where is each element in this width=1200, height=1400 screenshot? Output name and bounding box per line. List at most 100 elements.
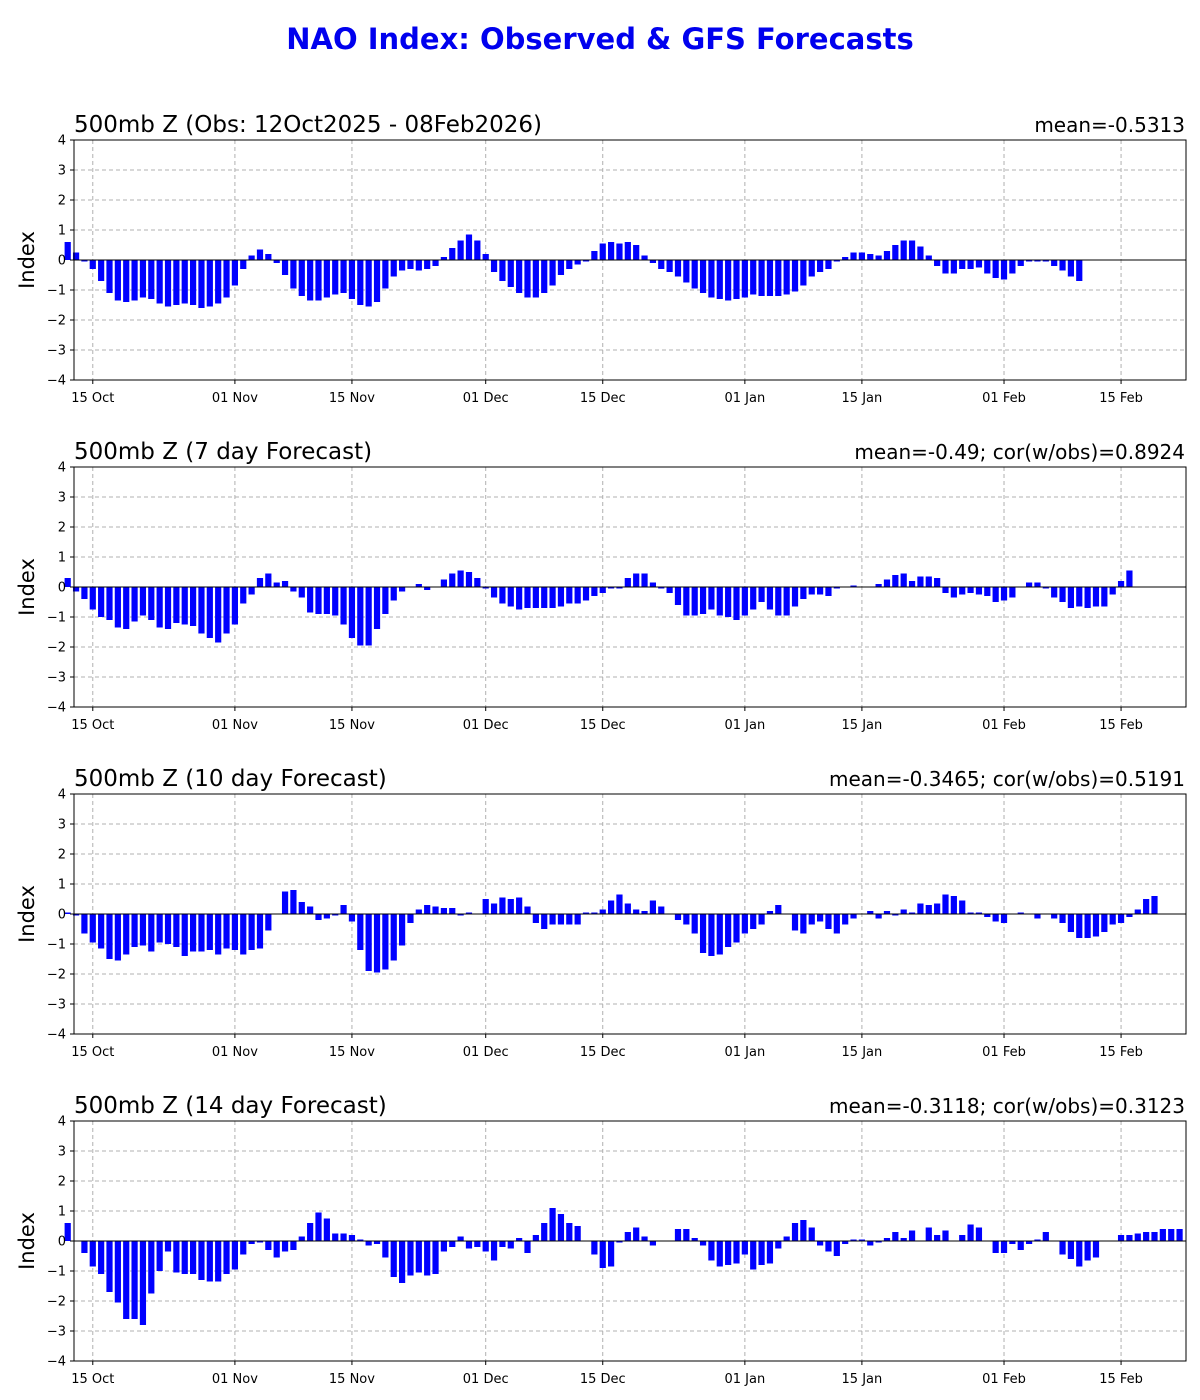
- bar: [758, 587, 765, 602]
- bar: [691, 260, 698, 289]
- bar: [457, 570, 464, 587]
- bar: [1117, 914, 1125, 923]
- bar: [833, 914, 840, 934]
- bar: [64, 578, 71, 587]
- bar: [750, 914, 757, 929]
- bar: [131, 1241, 138, 1319]
- bar: [123, 587, 130, 629]
- y-tick-label: 2: [58, 848, 66, 863]
- bar: [699, 1241, 707, 1246]
- y-tick-label: 4: [58, 134, 66, 149]
- y-tick-label: 3: [58, 491, 66, 506]
- bar: [825, 914, 832, 929]
- chart-7day-forecast: −4 −3 −2 −1 0 1 2 3 4 15 Oct 01 Nov 15 Nov 01 Dec 15 …: [15, 439, 1187, 733]
- bar: [800, 587, 807, 599]
- bar: [791, 914, 799, 931]
- y-tick-label: 3: [58, 818, 66, 833]
- bar: [1000, 587, 1008, 601]
- bar: [557, 587, 565, 607]
- bar: [608, 1241, 615, 1267]
- bar: [624, 242, 631, 260]
- bar: [775, 1241, 782, 1249]
- bar: [1084, 587, 1091, 608]
- bar: [265, 1241, 272, 1250]
- bar: [315, 914, 322, 920]
- x-tick-label: 15 Feb: [1099, 1045, 1143, 1060]
- bar: [608, 587, 615, 589]
- x-tick-label: 15 Feb: [1099, 1372, 1143, 1387]
- bar: [482, 899, 489, 914]
- bar: [516, 260, 523, 293]
- bar: [365, 1241, 372, 1246]
- bar: [390, 260, 397, 277]
- bar: [248, 255, 255, 260]
- bar: [72, 914, 80, 916]
- bar: [1034, 914, 1041, 919]
- bar: [1109, 914, 1116, 925]
- bar: [833, 587, 840, 589]
- bar: [1076, 914, 1083, 938]
- bar: [1176, 1229, 1183, 1241]
- bar: [348, 1235, 356, 1241]
- x-tick-label: 01 Nov: [212, 1045, 258, 1060]
- bar: [833, 260, 840, 262]
- bar: [633, 573, 640, 587]
- x-tick-label: 15 Dec: [580, 718, 626, 733]
- bar: [959, 587, 966, 595]
- bar: [532, 587, 539, 608]
- x-tick-label: 01 Jan: [725, 1372, 766, 1387]
- bar: [290, 890, 297, 914]
- bar: [340, 260, 347, 293]
- bar: [164, 587, 172, 629]
- bar: [942, 894, 949, 914]
- bar: [691, 914, 698, 934]
- bar: [1117, 1235, 1125, 1241]
- bar: [1084, 1241, 1091, 1261]
- bar: [984, 914, 991, 917]
- bar: [332, 587, 339, 616]
- bar: [123, 260, 130, 302]
- bar: [265, 254, 272, 260]
- bar: [557, 260, 565, 275]
- bar: [98, 587, 105, 617]
- bar: [566, 587, 573, 604]
- bar: [131, 260, 138, 301]
- bar: [256, 249, 264, 260]
- bar: [499, 897, 506, 914]
- bar: [1092, 914, 1100, 937]
- bar: [507, 899, 514, 914]
- panel-stats: mean=-0.3465; cor(w/obs)=0.5191: [829, 767, 1185, 791]
- bar: [340, 905, 347, 914]
- bar: [658, 260, 665, 269]
- bar: [741, 1241, 748, 1255]
- bar: [390, 587, 397, 601]
- bar: [992, 1241, 999, 1253]
- bar: [256, 914, 264, 949]
- bar: [307, 260, 314, 301]
- bar: [959, 900, 966, 914]
- bar: [975, 1227, 983, 1241]
- bar: [490, 903, 498, 914]
- x-tick-label: 15 Dec: [580, 391, 626, 406]
- bar: [114, 260, 121, 301]
- bar: [440, 579, 447, 587]
- bar: [791, 587, 799, 607]
- bar: [1134, 909, 1141, 914]
- bar: [842, 257, 849, 260]
- bar: [549, 260, 556, 286]
- bar: [633, 245, 640, 260]
- bar: [206, 587, 213, 638]
- bar: [1059, 587, 1066, 602]
- y-tick-label: 4: [58, 461, 66, 476]
- x-tick-label: 15 Nov: [329, 1045, 375, 1060]
- bar: [842, 914, 849, 925]
- bar: [474, 578, 481, 587]
- bar: [1042, 260, 1049, 262]
- bar: [716, 1241, 723, 1267]
- bar: [900, 573, 907, 587]
- bar: [649, 900, 656, 914]
- bar: [892, 245, 899, 260]
- bar: [81, 914, 88, 934]
- bar: [348, 260, 356, 299]
- bar: [666, 587, 673, 593]
